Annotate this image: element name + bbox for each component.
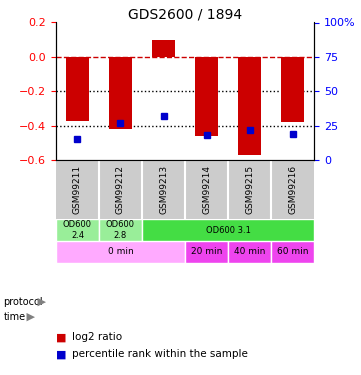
Text: GSM99211: GSM99211 bbox=[73, 165, 82, 214]
Bar bbox=[238, 57, 261, 155]
Text: GSM99213: GSM99213 bbox=[159, 165, 168, 214]
Text: log2 ratio: log2 ratio bbox=[72, 333, 122, 342]
Text: GSM99214: GSM99214 bbox=[202, 165, 211, 214]
Text: 60 min: 60 min bbox=[277, 247, 308, 256]
Bar bbox=[185, 241, 228, 262]
Text: 0 min: 0 min bbox=[108, 247, 133, 256]
Text: time: time bbox=[4, 312, 26, 322]
Bar bbox=[109, 57, 132, 129]
Bar bbox=[195, 57, 218, 136]
Bar bbox=[271, 241, 314, 262]
Text: OD600 3.1: OD600 3.1 bbox=[206, 225, 251, 234]
Text: GSM99212: GSM99212 bbox=[116, 165, 125, 214]
Text: ▶: ▶ bbox=[34, 297, 46, 307]
Bar bbox=[142, 219, 314, 241]
Title: GDS2600 / 1894: GDS2600 / 1894 bbox=[128, 8, 242, 21]
Text: GSM99215: GSM99215 bbox=[245, 165, 254, 214]
Bar bbox=[56, 219, 99, 241]
Text: ■: ■ bbox=[56, 333, 70, 342]
Bar bbox=[228, 241, 271, 262]
Text: GSM99216: GSM99216 bbox=[288, 165, 297, 214]
Text: ▶: ▶ bbox=[23, 312, 35, 322]
Bar bbox=[281, 57, 304, 122]
Bar bbox=[56, 241, 185, 262]
Text: ■: ■ bbox=[56, 350, 70, 359]
Text: OD600
2.4: OD600 2.4 bbox=[63, 220, 92, 240]
Text: 40 min: 40 min bbox=[234, 247, 265, 256]
Text: percentile rank within the sample: percentile rank within the sample bbox=[72, 350, 248, 359]
Text: protocol: protocol bbox=[4, 297, 43, 307]
Bar bbox=[66, 57, 89, 121]
Bar bbox=[152, 40, 175, 57]
Bar bbox=[99, 219, 142, 241]
Text: 20 min: 20 min bbox=[191, 247, 222, 256]
Text: OD600
2.8: OD600 2.8 bbox=[106, 220, 135, 240]
